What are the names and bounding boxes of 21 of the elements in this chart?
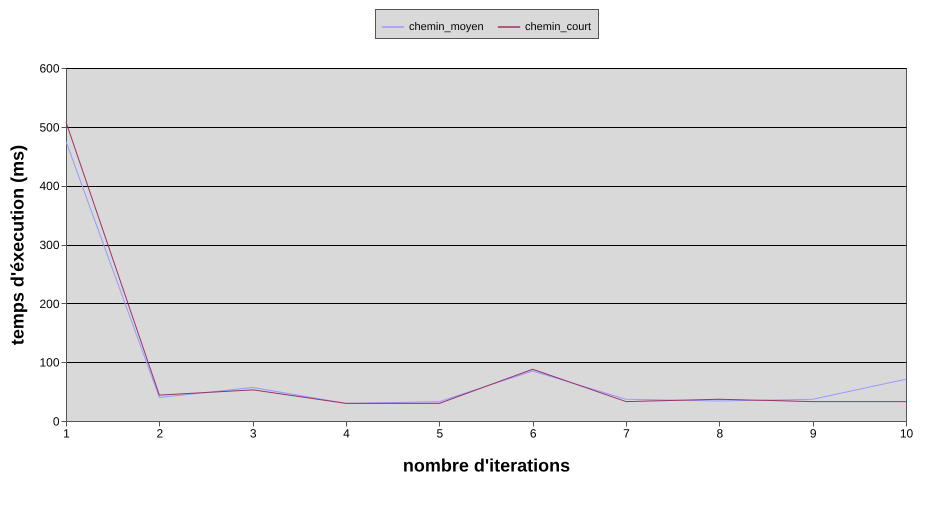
y-tick-label: 600 — [39, 62, 60, 76]
y-tick-label: 300 — [39, 238, 60, 252]
y-tick-label: 500 — [39, 120, 60, 134]
y-tick-label: 0 — [52, 414, 60, 428]
y-tick-label: 200 — [39, 296, 60, 311]
x-tick-label: 6 — [530, 426, 537, 440]
x-tick-label: 5 — [436, 426, 444, 440]
legend-label: chemin_moyen — [409, 21, 484, 33]
x-tick-label: 9 — [810, 426, 817, 440]
x-tick-label: 8 — [716, 426, 724, 440]
y-tick-label: 400 — [39, 179, 60, 194]
legend-label: chemin_court — [525, 21, 592, 33]
y-tick-label: 100 — [39, 356, 60, 370]
x-tick-label: 2 — [156, 426, 164, 440]
x-tick-label: 3 — [250, 426, 257, 440]
x-tick-label: 1 — [63, 426, 70, 440]
x-axis-title: nombre d'iterations — [402, 456, 570, 476]
y-axis-title: temps d'éxecution (ms) — [7, 144, 28, 346]
x-tick-label: 4 — [343, 426, 350, 440]
x-tick-label: 7 — [623, 426, 630, 440]
x-tick-label: 10 — [900, 426, 914, 440]
